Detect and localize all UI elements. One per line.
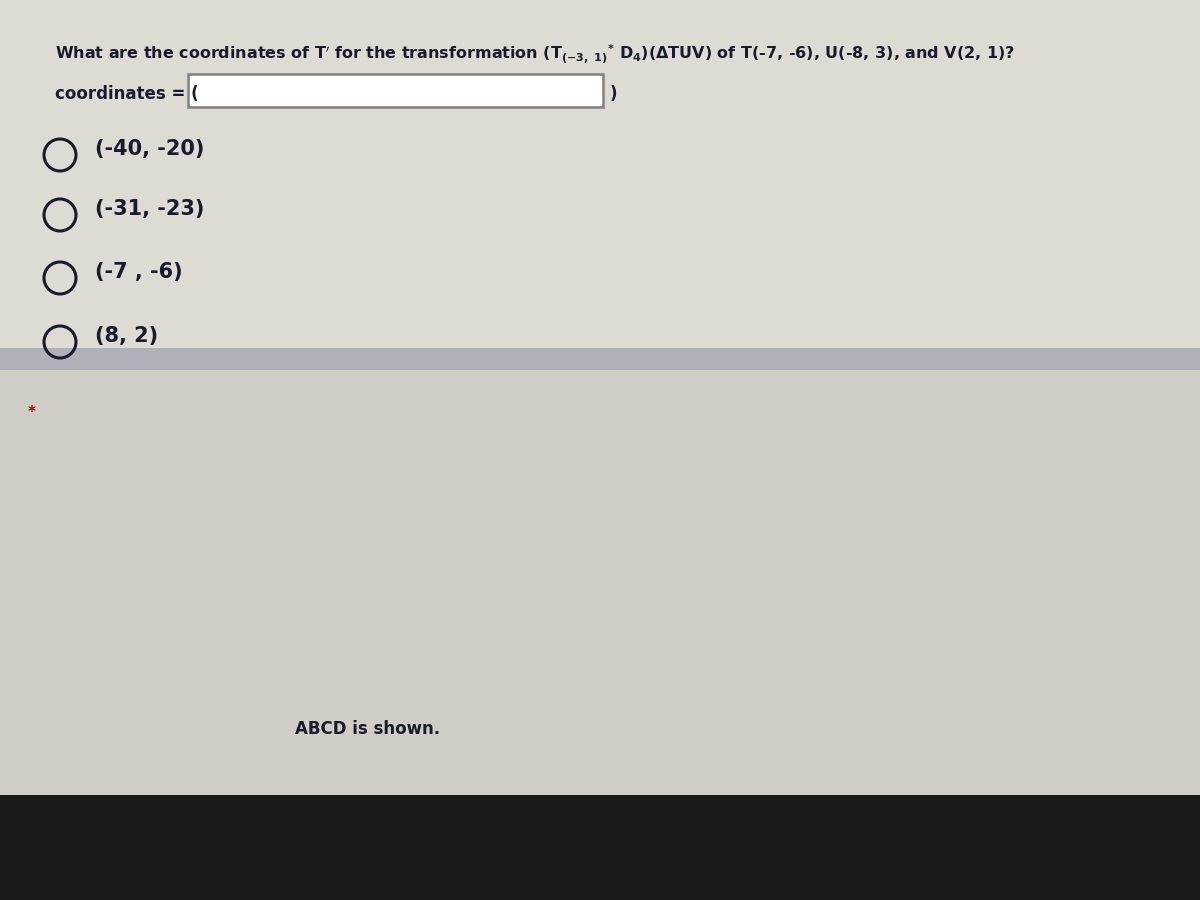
Text: (8, 2): (8, 2) bbox=[95, 326, 158, 346]
Text: ): ) bbox=[610, 85, 618, 103]
Text: (-40, -20): (-40, -20) bbox=[95, 139, 204, 159]
Text: *: * bbox=[28, 405, 36, 420]
Bar bbox=[0, 795, 1200, 900]
Text: ABCD is shown.: ABCD is shown. bbox=[295, 720, 440, 738]
Bar bbox=[0, 348, 1200, 352]
FancyBboxPatch shape bbox=[188, 74, 604, 107]
Text: What are the coordinates of T$\mathbf{'}$ for the transformation (T$\mathbf{_{(-: What are the coordinates of T$\mathbf{'}… bbox=[55, 42, 1015, 66]
Bar bbox=[0, 0, 1200, 348]
Bar bbox=[0, 348, 1200, 370]
Text: coordinates = (: coordinates = ( bbox=[55, 85, 199, 103]
Bar bbox=[0, 370, 1200, 795]
Text: (-7 , -6): (-7 , -6) bbox=[95, 262, 182, 282]
Text: (-31, -23): (-31, -23) bbox=[95, 199, 204, 219]
